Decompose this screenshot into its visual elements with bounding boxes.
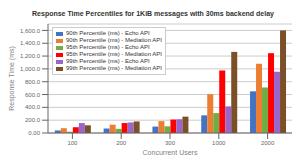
html-text:95th Percentile (ms) - Mediati: 95th Percentile (ms) - Mediation API (66, 51, 162, 57)
svg-text:1,000.0: 1,000.0 (20, 66, 41, 72)
html-text:99th Percentile (ms) - Echo AP: 99th Percentile (ms) - Echo API (66, 58, 150, 64)
svg-text:200: 200 (116, 140, 127, 146)
html-text:90th Percentile (ms) - Echo AP: 90th Percentile (ms) - Echo API (66, 30, 150, 36)
html-text:Response Time Percentiles for: Response Time Percentiles for 1KiB messa… (32, 10, 274, 17)
svg-text:400.0: 400.0 (25, 104, 41, 110)
html-text:95th Percentile (ms) - Echo AP: 95th Percentile (ms) - Echo API (66, 44, 150, 50)
svg-text:200.0: 200.0 (25, 117, 41, 123)
html-text:90th Percentile (ms) - Mediati: 90th Percentile (ms) - Mediation API (66, 37, 162, 43)
svg-text:Concurrent Users: Concurrent Users (143, 149, 198, 156)
svg-text:1,200.0: 1,200.0 (20, 53, 41, 59)
svg-text:1,600.0: 1,600.0 (20, 28, 41, 34)
svg-text:600.0: 600.0 (25, 92, 41, 98)
svg-text:100: 100 (67, 140, 78, 146)
svg-text:0.00: 0.00 (28, 130, 40, 136)
svg-text:1,400.0: 1,400.0 (20, 40, 41, 46)
html-text:99th Percentile (ms) - Mediati: 99th Percentile (ms) - Mediation API (66, 65, 162, 71)
svg-text:2000: 2000 (261, 140, 275, 146)
svg-text:300: 300 (165, 140, 176, 146)
svg-text:800.0: 800.0 (25, 79, 41, 85)
svg-text:1000: 1000 (212, 140, 226, 146)
svg-text:Response Time (ms): Response Time (ms) (8, 46, 16, 111)
